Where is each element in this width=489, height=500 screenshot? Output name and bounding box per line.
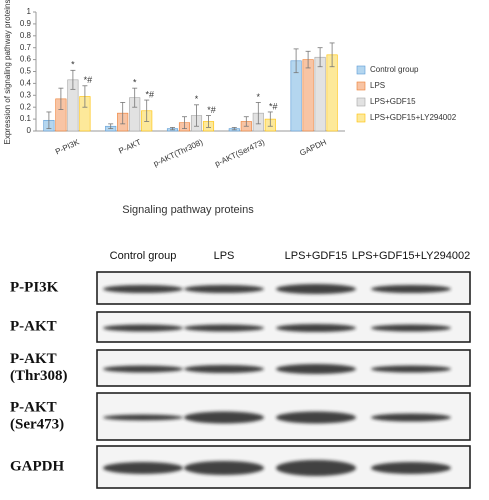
x-tick-label: p-AKT(Thr308): [152, 137, 204, 168]
legend-label: LPS+GDF15+LY294002: [370, 113, 457, 122]
row-label: GAPDH: [10, 458, 64, 474]
x-tick-label: P-AKT: [117, 138, 142, 156]
blot-band: [371, 365, 451, 373]
legend-swatch: [356, 97, 366, 107]
error-bar: [255, 102, 261, 125]
row-label: P-PI3K: [10, 279, 59, 295]
blot-band: [103, 414, 183, 421]
y-tick-label: 0.5: [20, 67, 32, 76]
y-tick-label: 0.2: [20, 102, 32, 111]
row-label: P-AKT: [10, 351, 57, 367]
error-bar: [293, 48, 299, 74]
bar: [302, 59, 314, 132]
row-label: P-AKT: [10, 399, 57, 415]
blot-band: [371, 413, 451, 422]
error-bar: [206, 115, 211, 128]
y-tick-label: 0.3: [20, 90, 32, 99]
bar: [314, 56, 326, 132]
blot-band: [184, 411, 264, 424]
blot-band: [371, 462, 451, 474]
error-bar: [329, 42, 335, 68]
error-bar: [194, 104, 199, 127]
legend-label: LPS+GDF15: [370, 97, 416, 106]
error-bar: [132, 87, 138, 108]
y-axis-label: Expression of signaling pathway proteins: [3, 0, 12, 144]
blot-band: [276, 411, 356, 424]
y-tick-label: 0.1: [20, 114, 32, 123]
significance-marker: *: [133, 78, 137, 88]
blot-band: [103, 365, 183, 373]
error-bar: [243, 116, 249, 127]
error-bar: [305, 50, 311, 69]
error-bar: [46, 111, 52, 130]
x-tick-label: GAPDH: [298, 137, 328, 157]
blot-band: [371, 324, 451, 332]
significance-marker: *: [71, 60, 75, 70]
error-bar: [317, 47, 323, 68]
blot-band: [276, 460, 356, 476]
error-bar: [58, 87, 64, 110]
significance-marker: *: [195, 94, 199, 104]
error-bar: [231, 127, 237, 131]
error-bar: [144, 99, 150, 122]
significance-marker: *#: [269, 101, 278, 111]
blot-band: [103, 285, 183, 293]
blot-band: [103, 462, 183, 474]
significance-marker: *#: [145, 89, 154, 99]
significance-marker: *#: [84, 75, 93, 85]
column-header: LPS+GDF15+LY294002: [352, 250, 470, 262]
error-bar: [70, 69, 76, 90]
significance-marker: *#: [207, 105, 216, 115]
row-label: P-AKT: [10, 318, 57, 334]
error-bar: [108, 123, 114, 130]
blot-band: [184, 285, 264, 293]
column-header: Control group: [110, 250, 177, 262]
column-header: LPS+GDF15: [285, 250, 348, 262]
x-tick-label: p-AKT(Ser473): [213, 137, 266, 168]
blot-band: [276, 364, 356, 374]
y-tick-label: 0.8: [20, 31, 32, 40]
blot-band: [276, 284, 356, 294]
error-bar: [182, 116, 187, 130]
blot-band: [276, 324, 356, 332]
legend-swatch: [356, 113, 366, 123]
y-tick-label: 0.6: [20, 55, 32, 64]
legend-label: LPS: [370, 81, 385, 90]
significance-marker: *: [257, 92, 261, 102]
row-label: (Thr308): [10, 368, 68, 384]
column-header: LPS: [214, 250, 235, 262]
y-tick-label: 0: [27, 126, 32, 135]
row-label: (Ser473): [10, 416, 64, 432]
blot-band: [103, 324, 183, 332]
blot-band: [184, 365, 264, 373]
y-tick-label: 0.7: [20, 43, 32, 52]
error-bar: [120, 102, 126, 125]
x-axis-label: Signaling pathway proteins: [122, 204, 254, 216]
blot-band: [184, 324, 264, 332]
x-tick-label: P-PI3K: [54, 137, 81, 156]
error-bar: [267, 111, 273, 127]
y-tick-label: 1: [27, 7, 32, 16]
y-tick-label: 0.9: [20, 19, 32, 28]
y-tick-label: 0.4: [20, 79, 32, 88]
legend-label: Control group: [370, 65, 419, 74]
error-bar: [170, 127, 175, 131]
error-bar: [82, 85, 88, 108]
legend-swatch: [356, 65, 366, 75]
blot-band: [371, 285, 451, 293]
legend-swatch: [356, 81, 366, 91]
blot-band: [184, 461, 264, 475]
